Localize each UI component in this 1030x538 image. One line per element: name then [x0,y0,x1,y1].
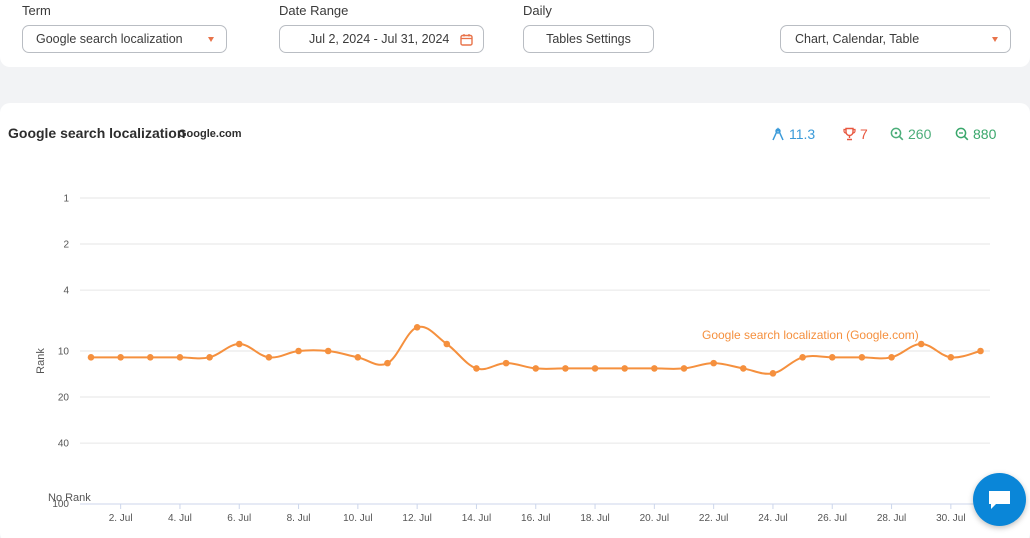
data-point [147,354,154,361]
data-point [206,354,213,361]
stat-results: 880 [955,126,996,142]
data-point [532,365,540,372]
data-point [117,354,124,361]
chevron-down-icon [208,37,214,42]
x-tick-label: 12. Jul [402,513,431,524]
date-range-value: Jul 2, 2024 - Jul 31, 2024 [309,32,450,46]
data-point [769,370,777,377]
data-point [502,359,510,367]
chart-title: Google search localization [8,125,186,141]
x-tick-label: 8. Jul [287,513,311,524]
data-point [947,354,955,361]
search-results-icon [955,127,969,141]
stat-best-value: 7 [860,126,868,142]
term-label: Term [22,3,51,18]
y-tick-label: 40 [58,439,70,450]
date-range-label: Date Range [279,3,349,18]
y-tick-label: 2 [63,240,69,251]
date-range-picker[interactable]: Jul 2, 2024 - Jul 31, 2024 [279,25,484,53]
x-tick-label: 6. Jul [227,513,251,524]
x-tick-label: 4. Jul [168,513,192,524]
data-point [324,347,332,355]
data-point [295,347,302,355]
series-label: Google search localization (Google.com) [702,328,919,342]
search-icon [890,127,904,141]
data-point [591,365,599,372]
x-tick-label: 22. Jul [699,513,728,524]
data-point [354,354,362,361]
data-point [235,340,243,348]
y-no-rank-label: No Rank [48,492,91,504]
data-point [858,354,866,361]
y-tick-label: 1 [63,194,69,205]
stat-best-rank: 7 [843,126,868,142]
data-point [87,354,95,361]
chevron-down-icon [992,37,998,42]
stat-average-rank: 11.3 [771,126,815,142]
y-tick-label: 100 [52,499,69,510]
rank-chart-card: Google search localization Google.com 11… [0,103,1030,538]
x-tick-label: 18. Jul [580,513,609,524]
data-point [740,365,747,372]
data-point [265,354,273,361]
chat-widget-button[interactable] [973,473,1026,526]
x-tick-label: 26. Jul [818,513,847,524]
x-tick-label: 28. Jul [877,513,906,524]
x-tick-label: 10. Jul [343,513,372,524]
data-point [799,354,806,361]
trophy-icon [843,127,856,141]
y-tick-label: 10 [58,347,70,358]
term-select[interactable]: Google search localization [22,25,227,53]
x-tick-label: 16. Jul [521,513,550,524]
stat-search-volume-value: 260 [908,126,932,142]
x-tick-label: 20. Jul [640,513,669,524]
calendar-icon [460,34,473,46]
data-point [473,365,480,372]
data-point [651,365,658,372]
data-point [176,354,184,361]
data-point [384,359,391,367]
view-select[interactable]: Chart, Calendar, Table [780,25,1011,53]
chart-subtitle: Google.com [178,128,242,140]
daily-label: Daily [523,3,552,18]
view-value: Chart, Calendar, Table [795,32,920,46]
stat-results-value: 880 [973,126,997,142]
data-point [977,347,984,355]
data-point [413,324,421,331]
data-point [443,340,451,348]
stat-average-value: 11.3 [789,126,816,142]
data-point [917,340,925,348]
y-axis-title: Rank [35,348,47,374]
data-point [828,354,836,361]
person-icon [772,127,784,141]
tables-settings-button[interactable]: Tables Settings [523,25,654,53]
data-point [680,365,688,372]
stat-search-volume: 260 [890,126,931,142]
chat-bubble-icon [989,491,1010,509]
term-value: Google search localization [36,32,183,46]
x-tick-label: 24. Jul [758,513,787,524]
y-tick-label: 20 [58,393,70,404]
x-tick-label: 14. Jul [462,513,491,524]
data-point [621,365,628,372]
data-point [562,365,569,372]
filter-bar: Term Google search localization Date Ran… [0,0,1030,67]
y-tick-label: 4 [63,286,69,297]
x-tick-label: 30. Jul [936,513,965,524]
data-point [710,359,717,367]
data-point [888,354,895,361]
x-tick-label: 2. Jul [109,513,133,524]
tables-settings-label: Tables Settings [546,32,631,46]
